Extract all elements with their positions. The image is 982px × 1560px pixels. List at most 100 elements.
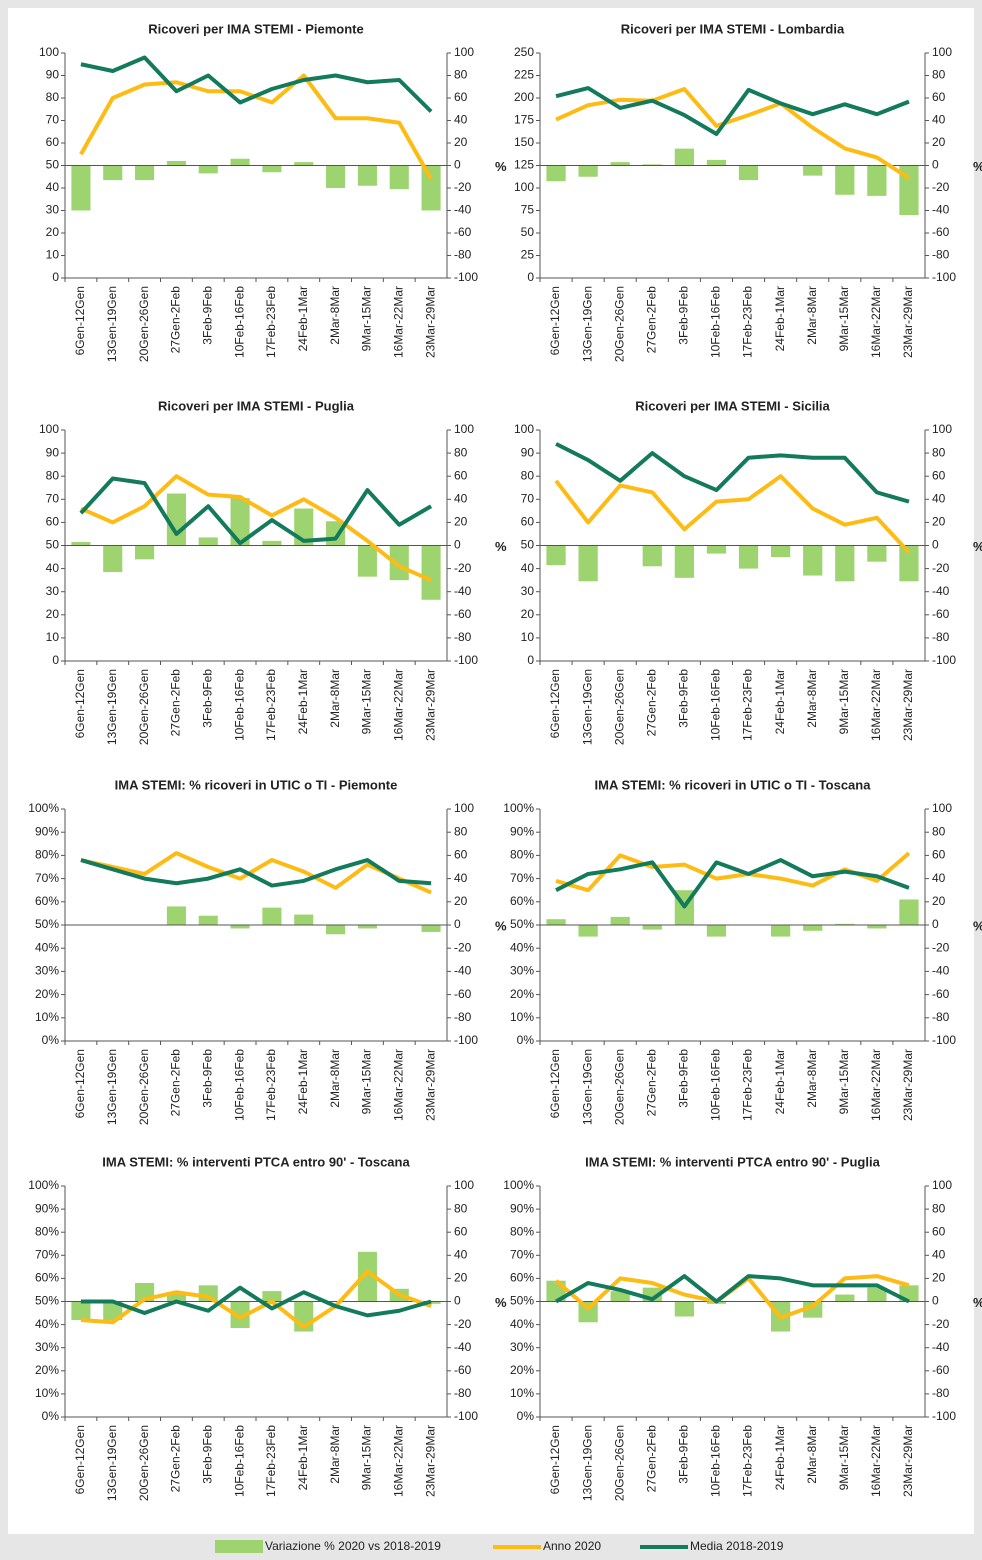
y2-tick-label: -20 xyxy=(454,561,472,575)
x-tick-label: 23Mar-29Mar xyxy=(901,1049,915,1121)
x-tick-label: 9Mar-15Mar xyxy=(837,669,851,734)
y-tick-label: 90% xyxy=(35,824,59,838)
x-tick-label: 9Mar-15Mar xyxy=(837,286,851,351)
y2-tick-label: -20 xyxy=(932,940,950,954)
y-tick-label: 50 xyxy=(521,538,535,552)
y2-unit: % xyxy=(973,918,982,933)
x-tick-label: 6Gen-12Gen xyxy=(548,1049,562,1118)
y-tick-label: 40% xyxy=(510,1317,534,1331)
bar xyxy=(166,906,186,925)
y-tick-label: 60% xyxy=(35,1271,59,1285)
y2-tick-label: -40 xyxy=(454,203,472,217)
y2-tick-label: -60 xyxy=(932,1363,950,1377)
x-tick-label: 13Gen-19Gen xyxy=(105,286,119,362)
bar xyxy=(835,1294,855,1302)
x-tick-label: 24Feb-1Mar xyxy=(296,1049,310,1114)
bar xyxy=(578,925,598,937)
y2-tick-label: -40 xyxy=(932,1340,950,1354)
y-tick-label: 20 xyxy=(46,225,60,239)
x-tick-label: 2Mar-8Mar xyxy=(328,286,342,345)
y2-unit: % xyxy=(495,1295,507,1310)
y-tick-label: 80 xyxy=(521,468,535,482)
bar xyxy=(421,165,441,211)
y-tick-label: 250 xyxy=(514,45,534,59)
y2-tick-label: 20 xyxy=(454,894,468,908)
x-tick-label: 27Gen-2Feb xyxy=(169,286,183,354)
y2-tick-label: -100 xyxy=(932,1033,956,1047)
x-tick-label: 23Mar-29Mar xyxy=(423,1049,437,1121)
y-tick-label: 70 xyxy=(46,113,60,127)
y-tick-label: 30 xyxy=(46,584,60,598)
y2-tick-label: -80 xyxy=(454,248,472,262)
y2-tick-label: 100 xyxy=(932,45,952,59)
y-tick-label: 25 xyxy=(521,248,535,262)
bar xyxy=(135,165,155,181)
x-tick-label: 23Mar-29Mar xyxy=(901,1425,915,1497)
y2-unit: % xyxy=(973,1295,982,1310)
x-tick-label: 10Feb-16Feb xyxy=(709,669,723,741)
line xyxy=(80,55,433,113)
y-tick-label: 0% xyxy=(42,1033,60,1047)
y-tick-label: 30% xyxy=(510,1340,534,1354)
bar xyxy=(262,540,282,546)
y2-tick-label: 20 xyxy=(454,1271,468,1285)
bar xyxy=(610,1291,630,1302)
line xyxy=(80,1269,432,1329)
bar xyxy=(706,545,727,554)
y2-tick-label: 20 xyxy=(932,894,946,908)
chart-title: IMA STEMI: % ricoveri in UTIC o TI - Tos… xyxy=(595,777,872,792)
y-tick-label: 10 xyxy=(521,630,535,644)
x-tick-label: 16Mar-22Mar xyxy=(391,1425,405,1497)
bar xyxy=(103,545,123,573)
y-tick-label: 20% xyxy=(35,1363,59,1377)
x-tick-label: 10Feb-16Feb xyxy=(232,1049,246,1121)
x-tick-label: 10Feb-16Feb xyxy=(709,1049,723,1121)
y2-unit: % xyxy=(973,539,982,554)
y2-unit: % xyxy=(495,918,507,933)
y-tick-label: 60% xyxy=(510,1271,534,1285)
x-tick-label: 17Feb-23Feb xyxy=(264,1049,278,1121)
y-tick-label: 90% xyxy=(510,1201,534,1215)
x-tick-label: 10Feb-16Feb xyxy=(709,286,723,358)
bar xyxy=(578,165,598,177)
y-tick-label: 50 xyxy=(521,225,535,239)
y2-tick-label: -60 xyxy=(454,225,472,239)
line xyxy=(555,87,911,180)
x-tick-label: 16Mar-22Mar xyxy=(391,1049,405,1121)
y2-tick-label: 0 xyxy=(932,538,939,552)
x-tick-label: 20Gen-26Gen xyxy=(137,669,151,745)
x-tick-label: 20Gen-26Gen xyxy=(612,1425,626,1501)
x-tick-label: 27Gen-2Feb xyxy=(644,286,658,354)
y2-tick-label: -100 xyxy=(454,653,478,667)
bar xyxy=(771,545,791,558)
y2-tick-label: 40 xyxy=(454,871,468,885)
x-tick-label: 17Feb-23Feb xyxy=(741,286,755,358)
y2-tick-label: -20 xyxy=(454,180,472,194)
bar xyxy=(326,925,346,935)
bar xyxy=(706,925,727,937)
y-tick-label: 75 xyxy=(521,203,535,217)
y-tick-label: 70 xyxy=(46,491,60,505)
y-tick-label: 100 xyxy=(514,422,534,436)
x-tick-label: 3Feb-9Feb xyxy=(677,1425,691,1484)
y-tick-label: 100% xyxy=(28,1178,59,1192)
bar xyxy=(610,162,630,166)
x-tick-label: 6Gen-12Gen xyxy=(548,1425,562,1494)
x-tick-label: 3Feb-9Feb xyxy=(677,286,691,345)
y2-tick-label: -40 xyxy=(932,964,950,978)
y-tick-label: 60 xyxy=(46,515,60,529)
y2-tick-label: -60 xyxy=(454,1363,472,1377)
bar xyxy=(198,165,218,174)
bar xyxy=(706,159,727,166)
y-tick-label: 80% xyxy=(510,1224,534,1238)
bar xyxy=(546,919,566,925)
bar xyxy=(103,165,123,181)
y-tick-label: 0% xyxy=(517,1033,535,1047)
y2-tick-label: 20 xyxy=(454,515,468,529)
y2-tick-label: 40 xyxy=(932,491,946,505)
y2-tick-label: -40 xyxy=(932,203,950,217)
y2-tick-label: -80 xyxy=(932,630,950,644)
bar xyxy=(294,914,314,925)
x-tick-label: 20Gen-26Gen xyxy=(612,1049,626,1125)
bar xyxy=(166,161,186,166)
